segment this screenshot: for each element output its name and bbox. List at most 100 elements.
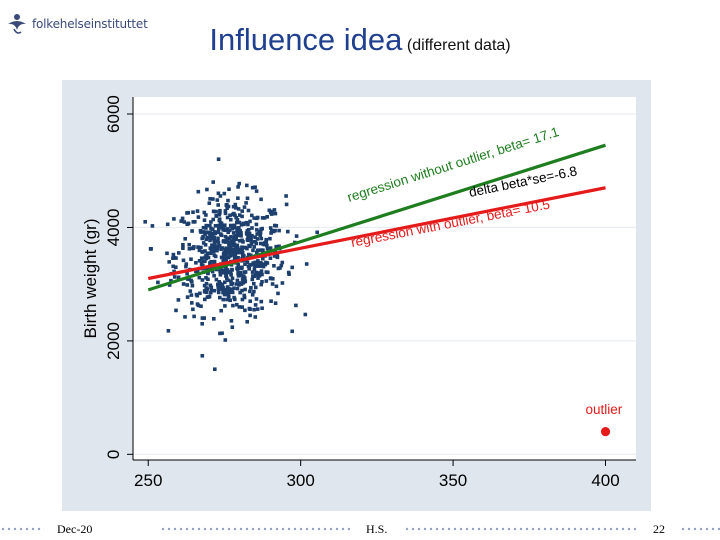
- scatter-point: [254, 189, 259, 193]
- scatter-point: [225, 237, 229, 242]
- scatter-point: [218, 211, 222, 215]
- scatter-point: [208, 234, 212, 238]
- scatter-point: [198, 229, 203, 233]
- scatter-point: [184, 262, 189, 266]
- scatter-point: [200, 354, 205, 358]
- scatter-point: [260, 226, 264, 231]
- scatter-point: [255, 271, 259, 276]
- scatter-point: [197, 259, 202, 263]
- scatter-point: [250, 213, 254, 218]
- scatter-point: [261, 249, 265, 253]
- scatter-point: [217, 213, 222, 217]
- scatter-point: [256, 259, 260, 263]
- scatter-point: [269, 276, 273, 280]
- scatter-point: [236, 207, 241, 211]
- scatter-point: [221, 239, 226, 243]
- scatter-point: [201, 230, 205, 234]
- scatter-point: [253, 315, 258, 319]
- scatter-point: [272, 208, 277, 212]
- scatter-point: [212, 288, 217, 293]
- scatter-point: [224, 203, 229, 207]
- scatter-point: [260, 216, 265, 220]
- scatter-point: [216, 285, 220, 289]
- scatter-point: [232, 253, 236, 258]
- scatter-point: [220, 282, 225, 287]
- scatter-point: [249, 242, 254, 246]
- scatter-point: [228, 254, 232, 258]
- scatter-point: [240, 288, 244, 293]
- scatter-point: [284, 202, 289, 207]
- scatter-point: [190, 229, 194, 233]
- scatter-point: [237, 283, 241, 287]
- scatter-point: [268, 236, 272, 241]
- scatter-point: [224, 246, 228, 250]
- scatter-point: [259, 236, 264, 241]
- scatter-point: [221, 288, 226, 293]
- scatter-point: [243, 308, 247, 313]
- scatter-point: [212, 259, 217, 264]
- scatter-point: [242, 293, 246, 298]
- grid-lines: [133, 113, 636, 455]
- scatter-point: [204, 213, 208, 217]
- scatter-point: [190, 283, 195, 288]
- scatter-point: [264, 237, 268, 242]
- scatter-point: [179, 219, 183, 223]
- scatter-point: [255, 216, 259, 221]
- scatter-point: [259, 269, 264, 273]
- scatter-point: [148, 247, 153, 251]
- scatter-point: [235, 250, 239, 255]
- scatter-point: [280, 260, 285, 265]
- scatter-point: [219, 221, 224, 226]
- scatter-point: [224, 288, 229, 292]
- scatter-point: [253, 239, 258, 244]
- scatter-point: [220, 331, 224, 335]
- scatter-point: [209, 231, 214, 236]
- scatter-point: [225, 285, 230, 289]
- scatter-point: [240, 277, 245, 282]
- scatter-point: [222, 224, 226, 229]
- scatter-point: [231, 303, 235, 308]
- scatter-point: [172, 275, 177, 279]
- scatter-point: [260, 262, 264, 266]
- scatter-point: [167, 260, 171, 264]
- scatter-point: [218, 295, 222, 300]
- scatter-point: [201, 250, 205, 254]
- scatter-point: [246, 208, 251, 213]
- scatter-point: [213, 367, 217, 371]
- scatter-point: [216, 223, 221, 228]
- scatter-point: [246, 264, 251, 269]
- scatter-point: [174, 308, 178, 313]
- scatter-point: [225, 215, 230, 220]
- scatter-point: [216, 227, 221, 231]
- scatter-point: [203, 232, 207, 237]
- scatter-point: [287, 272, 291, 276]
- scatter-point: [238, 281, 242, 285]
- scatter-point: [213, 244, 217, 249]
- scatter-point: [232, 223, 236, 228]
- y-tick-label: 6000: [104, 95, 123, 133]
- scatter-point: [258, 233, 262, 238]
- scatter-point: [214, 277, 219, 282]
- scatter-point: [205, 251, 210, 255]
- scatter-point: [277, 228, 281, 233]
- scatter-point: [194, 292, 199, 297]
- scatter-point: [246, 234, 250, 239]
- scatter-point: [229, 224, 233, 229]
- scatter-point: [210, 269, 215, 274]
- scatter-point: [243, 279, 248, 284]
- scatter-point: [264, 260, 268, 265]
- scatter-point: [183, 237, 187, 241]
- scatter-point: [269, 228, 274, 233]
- scatter-point: [252, 281, 256, 286]
- scatter-point: [286, 229, 290, 234]
- scatter-point: [255, 228, 259, 232]
- scatter-point: [235, 302, 239, 307]
- scatter-point: [247, 252, 251, 257]
- scatter-point: [177, 251, 181, 255]
- scatter-point: [202, 210, 207, 215]
- scatter-point: [245, 320, 249, 324]
- slide-title: Influence idea (different data): [0, 22, 720, 58]
- scatter-point: [248, 307, 252, 311]
- scatter-point: [202, 283, 207, 288]
- scatter-point: [242, 205, 247, 209]
